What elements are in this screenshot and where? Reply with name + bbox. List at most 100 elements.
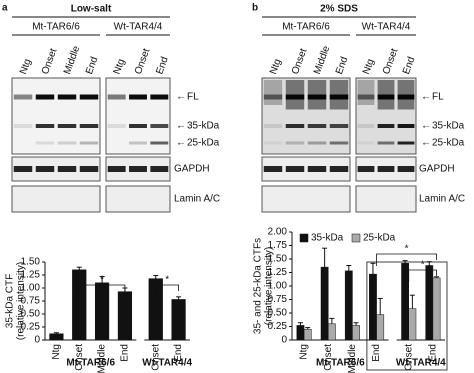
band-label: 25-kDa: [187, 138, 220, 149]
x-tick-label: Ntg: [51, 344, 62, 360]
band-label: 25-kDa: [432, 138, 465, 149]
lane-label: Onset: [133, 47, 153, 76]
gapdh-band: [307, 166, 327, 172]
gapdh-band: [377, 166, 395, 172]
band: [397, 94, 415, 100]
group-label: Wt-TAR4/4: [142, 358, 192, 369]
band: [150, 94, 169, 100]
y-axis-sublabel: (relative intensity): [16, 262, 27, 340]
band: [377, 94, 395, 100]
band: [13, 94, 33, 100]
lane-label: Onset: [381, 47, 401, 76]
y-axis-label: 35-kDa CTF: [5, 274, 16, 328]
y-tick-label: 1.50: [268, 254, 288, 265]
gapdh-band: [263, 166, 283, 172]
significance-bracket: [376, 253, 437, 266]
lamin-blot: [261, 185, 351, 213]
group-label: Wt-TAR4/4: [362, 22, 411, 33]
bar: [369, 273, 377, 341]
band: [107, 94, 126, 100]
smear: [357, 80, 375, 105]
lane-label: Ntg: [361, 58, 377, 76]
y-tick-label: 0.50: [21, 309, 41, 320]
bar: [328, 323, 336, 341]
band-arrow: ←: [421, 121, 431, 132]
lane-label: Ntg: [268, 58, 284, 76]
gapdh-band: [129, 166, 147, 172]
band: [107, 124, 126, 128]
gapdh-band: [150, 166, 169, 172]
group-label: Mt-TAR6/6: [316, 358, 365, 369]
bar: [401, 263, 409, 341]
condition-label: Low-salt: [71, 4, 112, 15]
legend-swatch: [299, 233, 309, 243]
highlight-box: [366, 261, 448, 371]
lane-label: Ntg: [112, 58, 128, 76]
band: [329, 141, 349, 145]
x-tick-label: Ntg: [299, 344, 310, 360]
blot: [105, 77, 171, 155]
bar: [72, 269, 87, 341]
band-arrow: ←: [176, 138, 186, 149]
band: [357, 94, 375, 100]
band: [307, 124, 327, 128]
bar: [296, 325, 305, 341]
band-label: 35-kDa: [432, 121, 465, 132]
x-tick-label: Middle: [97, 344, 108, 373]
significance-bracket: [408, 269, 437, 282]
y-tick-label: 1.00: [268, 281, 288, 292]
x-tick-label: End: [428, 344, 439, 362]
x-tick-label: Onset: [74, 344, 85, 371]
significance-mark: *: [421, 260, 425, 271]
gapdh-band: [35, 166, 55, 172]
band: [377, 141, 395, 145]
band-label: FL: [432, 92, 444, 103]
band: [35, 94, 55, 100]
band: [377, 124, 395, 128]
x-tick-label: Onset: [150, 344, 161, 371]
lane-label: Middle: [62, 44, 83, 76]
control-label: GAPDH: [419, 164, 455, 175]
group-label: Mt-TAR6/6: [32, 22, 80, 33]
band: [285, 141, 305, 145]
bar: [425, 265, 434, 341]
panel-letter: a: [2, 3, 8, 14]
y-tick-label: 0.25: [21, 322, 41, 333]
gapdh-band: [57, 166, 77, 172]
y-tick-label: 1.00: [21, 283, 41, 294]
band: [150, 124, 169, 128]
band: [357, 141, 375, 145]
gapdh-band: [329, 166, 349, 172]
band: [79, 141, 99, 145]
gapdh-band: [79, 166, 99, 172]
y-tick-label: 2.00: [268, 227, 288, 238]
gapdh-band: [397, 166, 415, 172]
significance-mark: *: [165, 275, 169, 286]
lane-label: Onset: [290, 47, 310, 76]
lamin-blot: [105, 185, 171, 213]
band: [397, 124, 415, 128]
bar: [432, 277, 441, 341]
group-label: Mt-TAR6/6: [66, 358, 115, 369]
band-arrow: ←: [421, 92, 431, 103]
bar: [408, 308, 417, 341]
gapdh-band: [285, 166, 305, 172]
y-tick-label: 0.25: [268, 321, 288, 332]
significance-mark: *: [100, 275, 104, 286]
legend-swatch: [351, 233, 361, 243]
band: [263, 124, 283, 128]
band: [285, 94, 305, 100]
band: [307, 141, 327, 145]
band: [57, 141, 77, 145]
smear: [263, 80, 283, 105]
gapdh-band: [107, 166, 126, 172]
x-tick-label: End: [371, 344, 382, 362]
band: [129, 141, 147, 145]
bar: [94, 282, 110, 341]
y-tick-label: 0.75: [21, 296, 41, 307]
x-tick-label: Onset: [403, 344, 414, 371]
band: [13, 124, 33, 128]
band: [357, 124, 375, 128]
band: [150, 141, 169, 145]
